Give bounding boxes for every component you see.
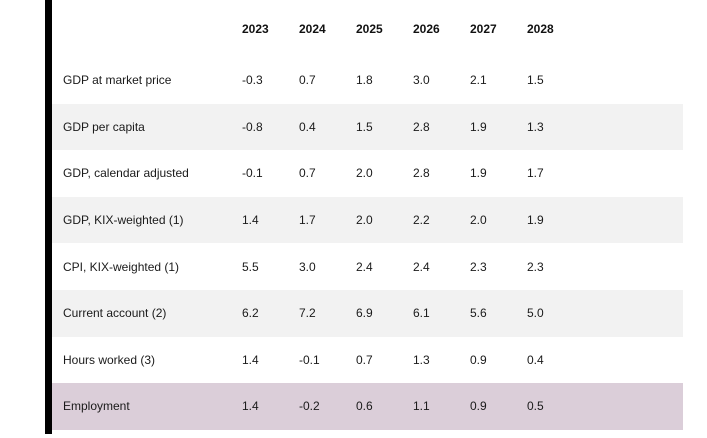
column-header-2024: 2024	[299, 21, 326, 36]
cell-value: 1.7	[299, 213, 316, 228]
cell-value: -0.1	[299, 352, 320, 367]
table-row-gdp-per-capita: GDP per capita -0.8 0.4 1.5 2.8 1.9 1.3	[52, 103, 683, 151]
cell-value: 7.2	[299, 306, 316, 321]
table-row-employment-highlighted: Employment 1.4 -0.2 0.6 1.1 0.9 0.5	[52, 383, 683, 430]
cell-value: 1.8	[356, 73, 373, 88]
cell-value: 1.1	[413, 399, 430, 414]
cell-value: 5.0	[527, 306, 544, 321]
table-row-gdp-market-price: GDP at market price -0.3 0.7 1.8 3.0 2.1…	[52, 57, 683, 104]
cell-value: 2.4	[356, 259, 373, 274]
cell-value: 0.9	[470, 399, 487, 414]
table-row-gdp-calendar-adjusted: GDP, calendar adjusted -0.1 0.7 2.0 2.8 …	[52, 150, 683, 197]
cell-value: 1.3	[413, 352, 430, 367]
cell-value: 5.5	[242, 259, 259, 274]
row-label: GDP, KIX-weighted (1)	[63, 213, 184, 228]
table-row-current-account: Current account (2) 6.2 7.2 6.9 6.1 5.6 …	[52, 289, 683, 337]
row-label: Current account (2)	[63, 306, 167, 321]
cell-value: 1.9	[470, 119, 487, 134]
cell-value: 1.5	[356, 119, 373, 134]
cell-value: -0.2	[299, 399, 320, 414]
cell-value: 2.3	[470, 259, 487, 274]
row-label: CPI, KIX-weighted (1)	[63, 259, 180, 274]
table-row-gdp-kix-weighted: GDP, KIX-weighted (1) 1.4 1.7 2.0 2.2 2.…	[52, 196, 683, 244]
row-label: GDP per capita	[63, 119, 145, 134]
cell-value: 6.2	[242, 306, 259, 321]
cell-value: 2.8	[413, 119, 430, 134]
cell-value: 5.6	[470, 306, 487, 321]
row-label: Employment	[63, 399, 130, 414]
cell-value: 2.0	[470, 213, 487, 228]
table-header-row: 2023 2024 2025 2026 2027 2028	[52, 0, 683, 57]
row-label: GDP, calendar adjusted	[63, 166, 189, 181]
column-header-2023: 2023	[242, 21, 269, 36]
cell-value: 2.3	[527, 259, 544, 274]
cell-value: 1.4	[242, 213, 259, 228]
cell-value: 0.4	[299, 119, 316, 134]
table-row-hours-worked: Hours worked (3) 1.4 -0.1 0.7 1.3 0.9 0.…	[52, 337, 683, 384]
cell-value: 1.3	[527, 119, 544, 134]
cell-value: 0.4	[527, 352, 544, 367]
cell-value: 2.8	[413, 166, 430, 181]
cell-value: 6.9	[356, 306, 373, 321]
cell-value: 1.4	[242, 399, 259, 414]
cell-value: 1.5	[527, 73, 544, 88]
cell-value: 0.5	[527, 399, 544, 414]
cell-value: 1.9	[470, 166, 487, 181]
cell-value: 2.2	[413, 213, 430, 228]
cell-value: 2.0	[356, 213, 373, 228]
cell-value: -0.8	[242, 119, 263, 134]
cell-value: 2.0	[356, 166, 373, 181]
column-header-2026: 2026	[413, 21, 440, 36]
cell-value: 1.7	[527, 166, 544, 181]
cell-value: 1.9	[527, 213, 544, 228]
cell-value: 0.9	[470, 352, 487, 367]
cell-value: 3.0	[299, 259, 316, 274]
cell-value: 3.0	[413, 73, 430, 88]
cell-value: 0.7	[299, 166, 316, 181]
row-label: GDP at market price	[63, 73, 172, 88]
column-header-2027: 2027	[470, 21, 497, 36]
cell-value: 1.4	[242, 352, 259, 367]
cell-value: -0.1	[242, 166, 263, 181]
table-row-cpi-kix-weighted: CPI, KIX-weighted (1) 5.5 3.0 2.4 2.4 2.…	[52, 243, 683, 290]
cell-value: -0.3	[242, 73, 263, 88]
cell-value: 6.1	[413, 306, 430, 321]
cell-value: 2.1	[470, 73, 487, 88]
cell-value: 0.7	[356, 352, 373, 367]
column-header-2025: 2025	[356, 21, 383, 36]
left-accent-bar	[45, 0, 52, 434]
row-label: Hours worked (3)	[63, 352, 156, 367]
cell-value: 2.4	[413, 259, 430, 274]
cell-value: 0.7	[299, 73, 316, 88]
cell-value: 0.6	[356, 399, 373, 414]
forecast-table: 2023 2024 2025 2026 2027 2028 GDP at mar…	[52, 0, 683, 430]
column-header-2028: 2028	[527, 21, 554, 36]
